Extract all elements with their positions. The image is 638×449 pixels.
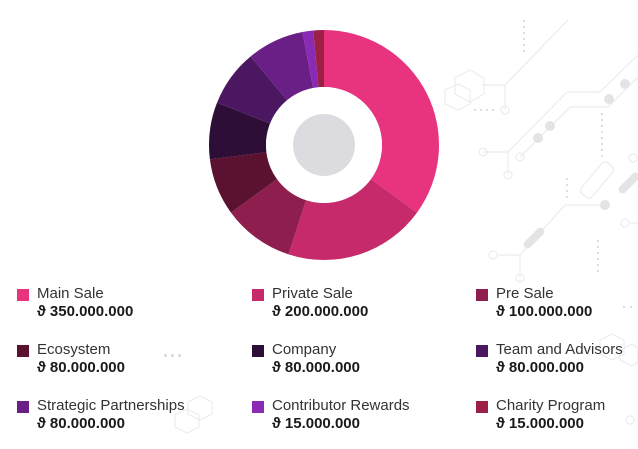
legend-label: Team and Advisors <box>496 341 623 358</box>
swatch-contributor-rewards <box>252 401 264 413</box>
legend-label: Main Sale <box>37 285 104 302</box>
legend-label: Ecosystem <box>37 341 111 358</box>
legend-value: ϑ 350.000.000 <box>37 303 134 320</box>
donut-slice-main-sale <box>324 30 439 213</box>
legend-value: ϑ 15.000.000 <box>496 415 584 432</box>
donut-slice-contributor-rewards <box>302 30 319 89</box>
legend-value: ϑ 100.000.000 <box>496 303 593 320</box>
donut-center-circle <box>293 114 355 176</box>
swatch-team-and-advisors <box>476 345 488 357</box>
donut-slice-charity-program <box>313 30 324 88</box>
swatch-private-sale <box>252 289 264 301</box>
legend-value: ϑ 80.000.000 <box>272 359 360 376</box>
legend-label: Charity Program <box>496 397 606 414</box>
donut-slice-company <box>209 102 271 160</box>
donut-slice-pre-sale <box>230 179 307 255</box>
swatch-main-sale <box>17 289 29 301</box>
legend-label: Contributor Rewards <box>272 397 410 414</box>
donut-slice-strategic-partnerships <box>250 32 314 101</box>
legend-value: ϑ 80.000.000 <box>496 359 584 376</box>
legend-label: Strategic Partnerships <box>37 397 185 414</box>
donut-slice-team-and-advisors <box>217 56 288 124</box>
swatch-charity-program <box>476 401 488 413</box>
donut-chart <box>209 30 439 260</box>
swatch-company <box>252 345 264 357</box>
swatch-pre-sale <box>476 289 488 301</box>
legend-label: Company <box>272 341 337 358</box>
legend-label: Private Sale <box>272 285 353 302</box>
legend-label: Pre Sale <box>496 285 554 302</box>
swatch-strategic-partnerships <box>17 401 29 413</box>
legend-value: ϑ 15.000.000 <box>272 415 360 432</box>
legend-value: ϑ 80.000.000 <box>37 359 125 376</box>
swatch-ecosystem <box>17 345 29 357</box>
donut-slice-ecosystem <box>209 152 278 213</box>
legend-value: ϑ 80.000.000 <box>37 415 125 432</box>
legend-value: ϑ 200.000.000 <box>272 303 369 320</box>
donut-slice-private-sale <box>288 179 418 260</box>
